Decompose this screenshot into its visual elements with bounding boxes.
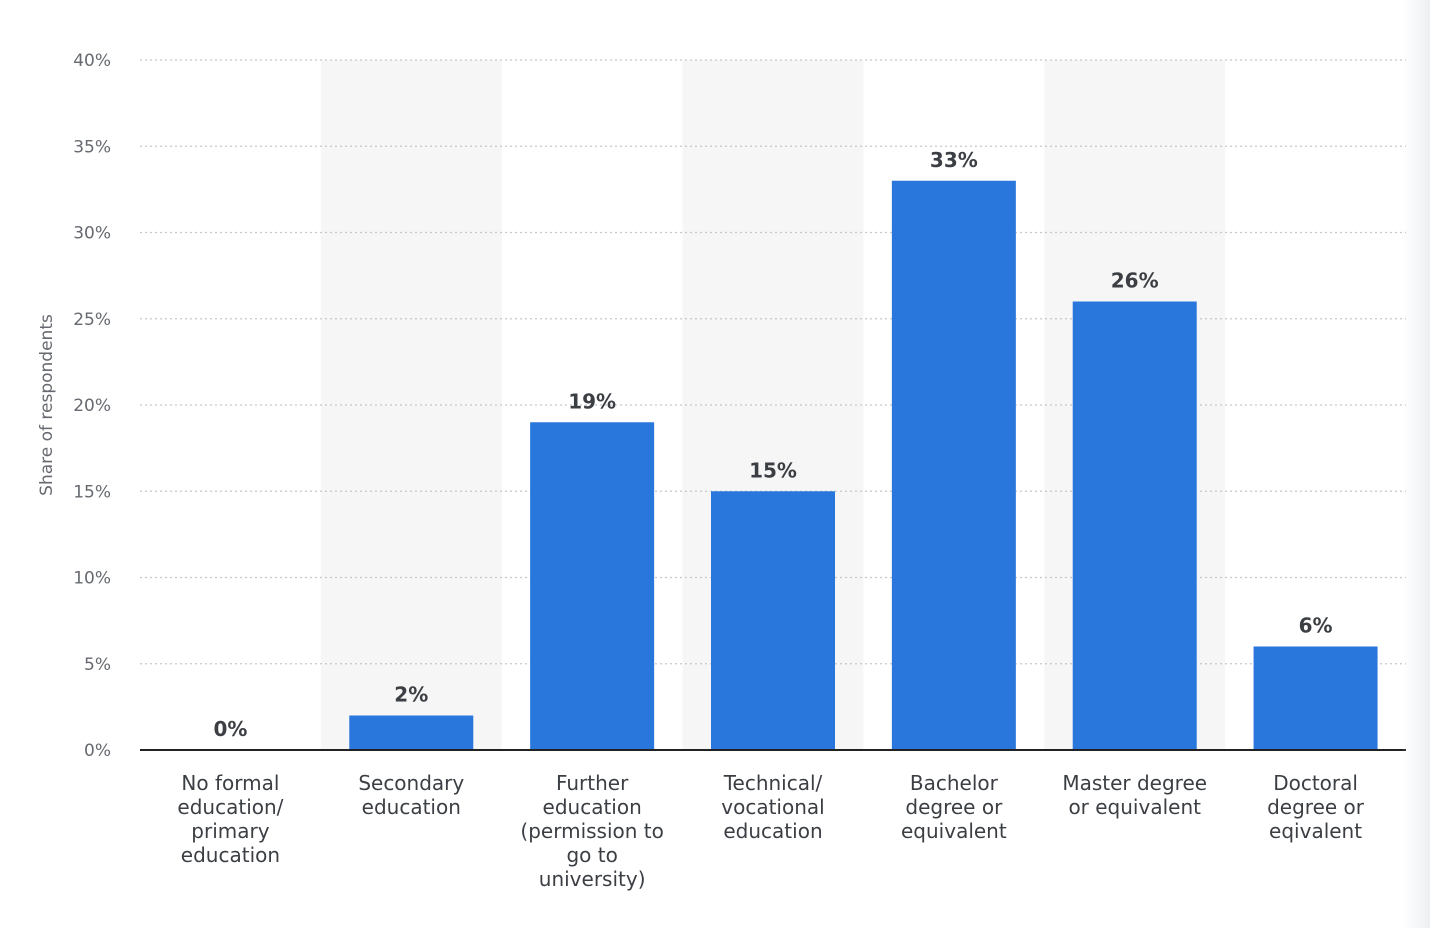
x-tick-label-line: education (362, 795, 461, 819)
x-tick-label-line: Secondary (358, 771, 464, 795)
x-tick-label-line: eqivalent (1269, 819, 1362, 843)
right-edge-shadow (1402, 0, 1430, 928)
x-tick-label: Doctoral degree or eqivalent (1267, 771, 1365, 843)
value-label: 33% (930, 148, 978, 172)
y-tick-label: 20% (73, 396, 111, 416)
bar (349, 715, 474, 750)
value-label: 15% (749, 458, 797, 482)
value-label: 26% (1111, 269, 1159, 293)
x-tick-label: No formal education/primary education (177, 771, 283, 867)
value-labels: 0% 2% 19% 15% 33% 26% 6% (213, 148, 1332, 741)
bar (1072, 301, 1197, 750)
y-tick-label: 5% (84, 655, 111, 675)
bar (530, 422, 655, 750)
x-tick-label-line: degree or (905, 795, 1003, 819)
x-tick-label-line: Doctoral (1273, 771, 1358, 795)
x-tick-label: Master degree or equivalent (1062, 771, 1207, 819)
y-axis-label: Share of respondents (37, 314, 57, 496)
bar (891, 180, 1016, 750)
y-tick-label: 30% (73, 224, 111, 244)
x-tick-label-line: vocational (721, 795, 824, 819)
x-tick-label-line: education (723, 819, 822, 843)
x-tick-label-line: Bachelor (910, 771, 999, 795)
x-tick-label: Bachelor degree or equivalent (901, 771, 1007, 843)
x-tick-label-line: Master degree (1062, 771, 1207, 795)
y-tick-label: 40% (73, 51, 111, 71)
x-tick-label-line: education/ (177, 795, 283, 819)
bar (1253, 646, 1378, 750)
x-tick-label-line: degree or (1267, 795, 1365, 819)
x-tick-label: Secondary education (358, 771, 464, 819)
bar (711, 491, 835, 750)
y-tick-label: 35% (73, 137, 111, 157)
value-label: 2% (394, 683, 428, 707)
x-tick-label-line: primary (191, 819, 269, 843)
x-tick-label-line: or equivalent (1068, 795, 1201, 819)
x-tick-label-line: (permission to (520, 819, 663, 843)
x-tick-label-line: go to (566, 843, 617, 867)
x-tick-label-line: university) (539, 867, 646, 891)
x-tick-label-line: equivalent (901, 819, 1007, 843)
y-tick-label: 15% (73, 482, 111, 502)
x-tick-label-line: Further (556, 771, 629, 795)
value-label: 6% (1299, 614, 1333, 638)
y-axis-ticks: 0% 5% 10% 15% 20% 25% 30% 35% 40% (73, 51, 111, 761)
x-axis-ticks: No formal education/primary educationSecon… (177, 771, 1364, 891)
x-tick-label: Technical/vocational education (721, 771, 824, 843)
y-tick-label: 10% (73, 569, 111, 589)
x-tick-label: Further education (permission to go to unive… (520, 771, 663, 891)
x-tick-label-line: Technical/ (723, 771, 823, 795)
x-tick-label-line: No formal (181, 771, 279, 795)
y-tick-label: 0% (84, 741, 111, 761)
y-tick-label: 25% (73, 310, 111, 330)
x-tick-label-line: education (181, 843, 280, 867)
value-label: 19% (568, 389, 616, 413)
x-tick-label-line: education (543, 795, 642, 819)
bars (349, 180, 1378, 750)
value-label: 0% (213, 717, 247, 741)
